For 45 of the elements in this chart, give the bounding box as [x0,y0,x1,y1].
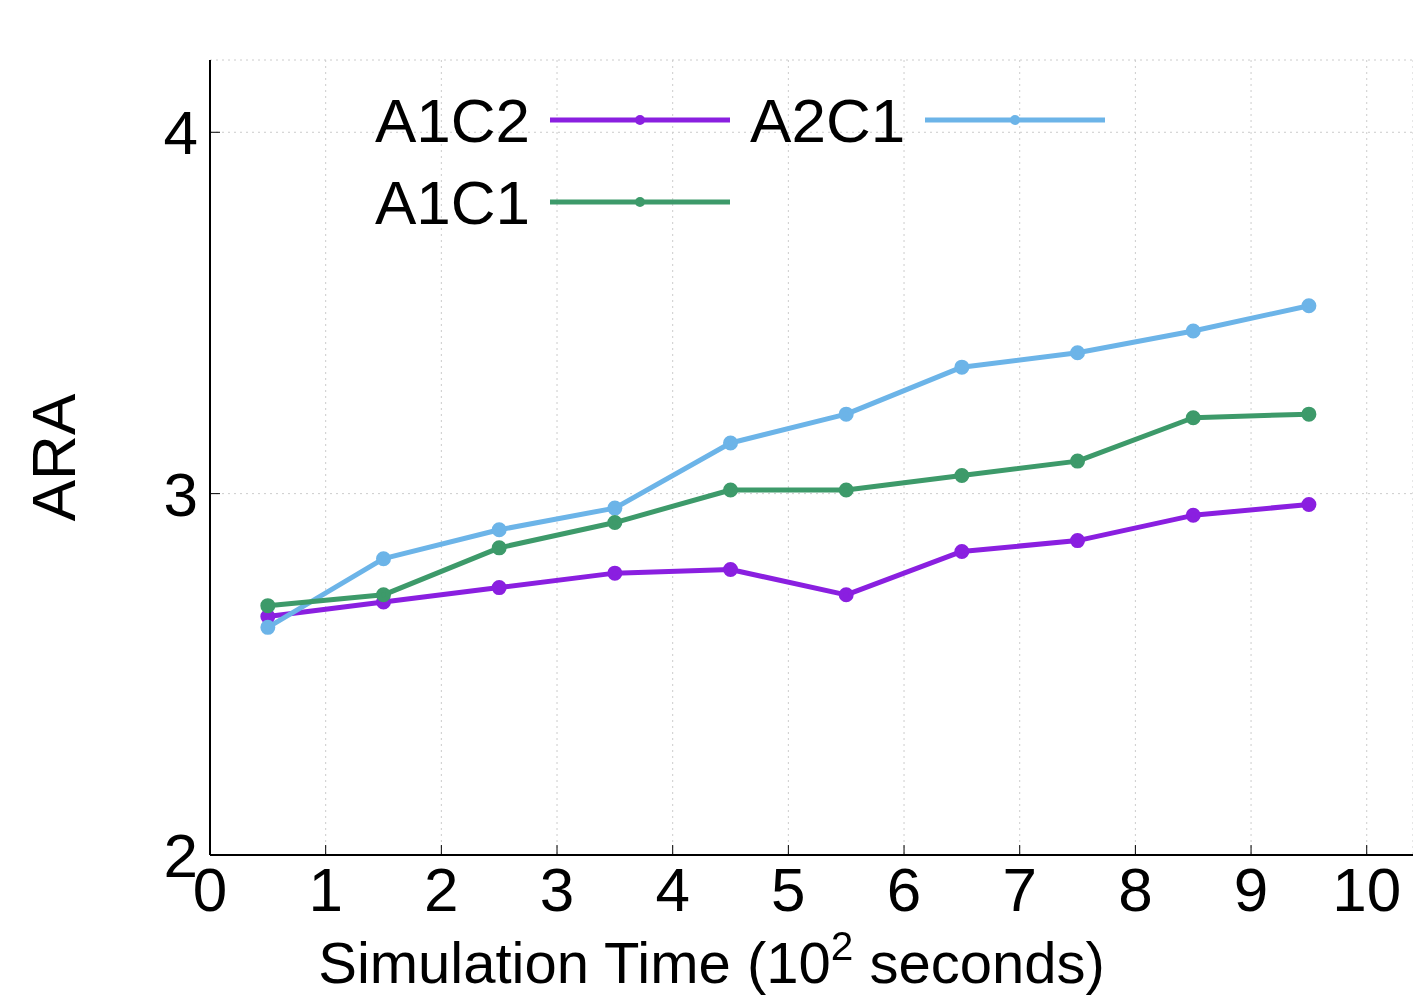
x-axis-title: Simulation Time (10$^{2}$ seconds) [318,923,1105,995]
x-tick-label: 6 [886,855,922,925]
point [1070,345,1086,361]
point [1301,298,1317,314]
point [1301,406,1317,422]
y-axis-title: ARA [19,393,89,522]
x-tick-label: 9 [1233,855,1269,925]
point [723,562,739,578]
legend-label: A2C1 [750,84,906,156]
x-tick-label: 1 [308,855,343,925]
x-tick-label: 10 [1332,855,1402,925]
point [260,619,276,635]
point [376,587,392,603]
point [1185,323,1201,339]
point [1185,410,1201,426]
point [838,406,854,422]
x-tick-label: 4 [655,855,690,925]
point [1301,496,1317,512]
point [376,551,392,567]
point [954,543,970,559]
point [1070,453,1086,469]
point [1185,507,1201,523]
point [1070,533,1086,549]
x-tick-label: 2 [424,855,459,925]
point [838,482,854,498]
x-tick-label: 7 [1002,855,1037,925]
y-tick-label: 4 [163,98,198,168]
legend-label: A1C2 [375,84,531,156]
point [607,515,623,531]
point [607,565,623,581]
legend-label: A1C1 [375,166,531,238]
x-tick-label: 3 [539,855,575,925]
point [491,522,507,538]
y-tick-label: 3 [163,459,198,529]
point [723,435,739,451]
point [838,587,854,603]
x-tick-label: 5 [771,855,806,925]
point [954,359,970,375]
point [607,500,623,516]
point [491,580,507,596]
point [260,598,276,614]
point [723,482,739,498]
x-tick-label: 8 [1118,855,1153,925]
point [954,468,970,484]
point [491,540,507,556]
